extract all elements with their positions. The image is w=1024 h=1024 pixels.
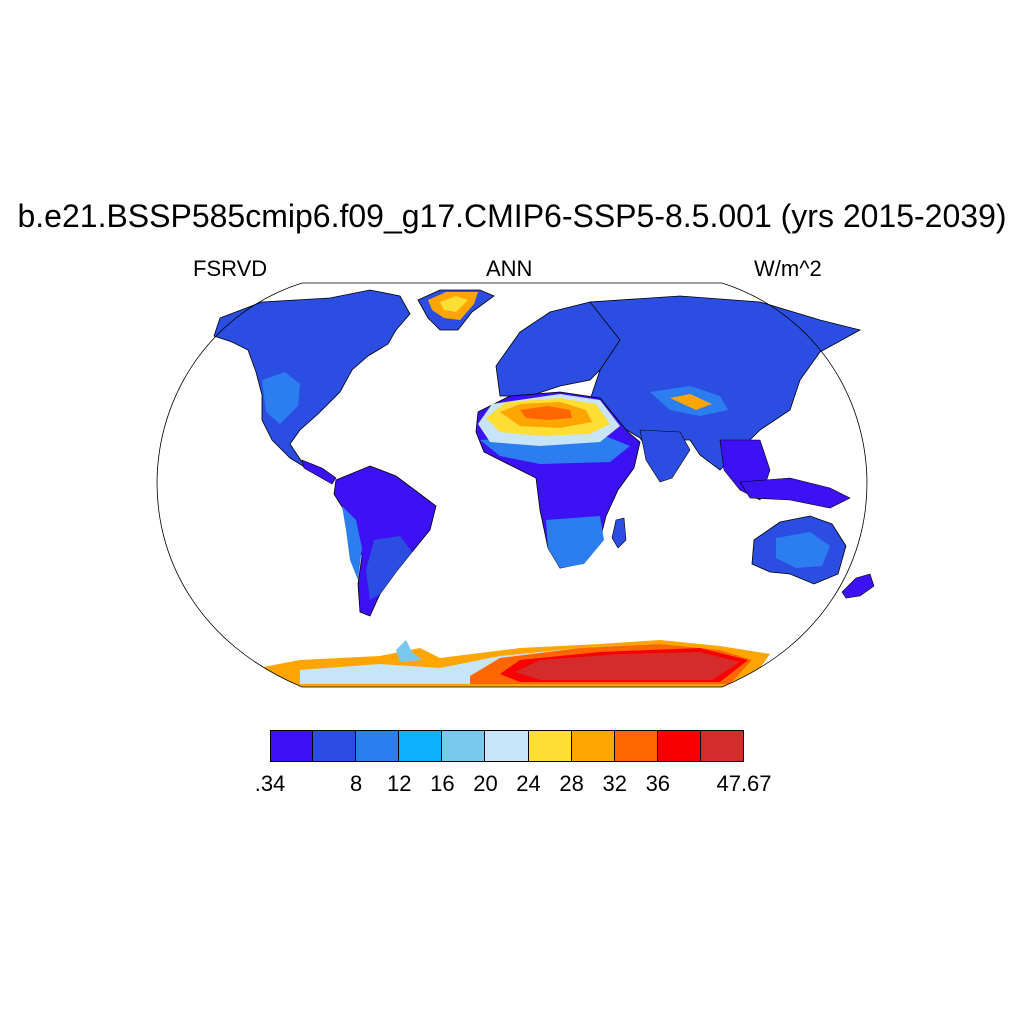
colorbar-box bbox=[657, 730, 701, 762]
south-america-south bbox=[366, 536, 412, 600]
colorbar-box bbox=[399, 730, 443, 762]
colorbar-tick-label: 16 bbox=[430, 771, 455, 796]
tibet-peak bbox=[670, 394, 712, 410]
australia-interior bbox=[776, 532, 830, 568]
colorbar-tick-label: 32 bbox=[602, 771, 627, 796]
india bbox=[639, 429, 691, 483]
colorbar-box bbox=[571, 730, 615, 762]
colorbar-tick-label: 28 bbox=[559, 771, 584, 796]
north-america bbox=[213, 289, 411, 475]
antarctica-center bbox=[515, 652, 740, 680]
southern-africa bbox=[546, 516, 604, 568]
plot-title: b.e21.BSSP585cmip6.f09_g17.CMIP6-SSP5-8.… bbox=[17, 198, 1007, 234]
variable-name: FSRVD bbox=[193, 256, 268, 281]
colorbar-tick-label: 36 bbox=[645, 771, 671, 796]
colorbar-tick-label: 12 bbox=[387, 771, 412, 796]
globe-outline bbox=[156, 282, 868, 688]
colorbar-tick-label: 8 bbox=[350, 771, 363, 796]
colorbar-box bbox=[270, 730, 314, 762]
south-america-andes bbox=[342, 506, 362, 580]
indonesia bbox=[739, 477, 851, 509]
greenland-core bbox=[440, 296, 468, 312]
colorbar-box bbox=[313, 730, 357, 762]
antarctic-peninsula bbox=[396, 640, 422, 662]
north-america-west bbox=[262, 372, 300, 424]
sahara-core bbox=[520, 406, 572, 420]
colorbar-box bbox=[442, 730, 486, 762]
colorbar-tick-label: 47.67 bbox=[716, 771, 772, 796]
central-america bbox=[301, 459, 337, 485]
colorbar-box bbox=[485, 730, 529, 762]
units-label: W/m^2 bbox=[754, 256, 822, 281]
new-zealand bbox=[841, 573, 875, 599]
colorbar-tick-label: 24 bbox=[516, 771, 541, 796]
madagascar bbox=[611, 517, 627, 549]
colorbar-box bbox=[356, 730, 400, 762]
season-label: ANN bbox=[486, 256, 533, 281]
colorbar-box bbox=[528, 730, 572, 762]
colorbar-tick-label: .34 bbox=[254, 771, 286, 796]
colorbar-tick-label: 20 bbox=[473, 771, 498, 796]
colorbar-box bbox=[700, 730, 744, 762]
colorbar-box bbox=[614, 730, 658, 762]
